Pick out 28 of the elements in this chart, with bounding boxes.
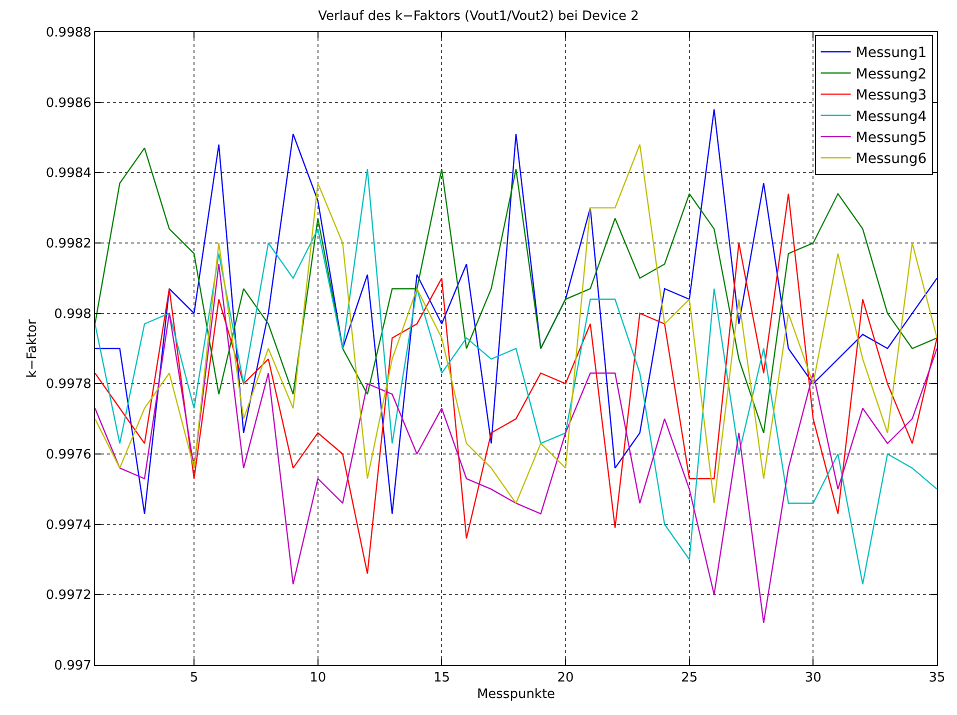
y-tick-label: 0.9982	[46, 236, 92, 252]
x-tick-label: 5	[190, 670, 198, 686]
y-tick-label: 0.9976	[46, 448, 92, 463]
y-tick-label: 0.9974	[46, 518, 92, 533]
x-axis-title: Messpunkte	[476, 687, 556, 702]
y-tick-label: 0.9984	[46, 166, 92, 182]
y-tick-label: 0.997	[54, 658, 92, 674]
legend-label: Messung5	[856, 130, 927, 146]
legend-label: Messung3	[856, 88, 927, 104]
x-tick-label: 30	[804, 670, 822, 686]
line-series	[95, 264, 937, 624]
y-tick-label: 0.9978	[46, 377, 92, 392]
legend-label: Messung2	[856, 66, 927, 82]
y-axis-title: k−Faktor	[24, 318, 40, 378]
y-tick-label: 0.998	[54, 306, 92, 322]
chart-title: Verlauf des k−Faktors (Vout1/Vout2) bei Device 2	[318, 8, 639, 24]
x-tick-label: 35	[928, 670, 946, 686]
x-tick-label: 20	[557, 670, 574, 686]
legend-label: Messung4	[856, 108, 927, 125]
y-tick-label: 0.9986	[46, 96, 92, 111]
line-series	[95, 147, 937, 434]
y-tick-label: 0.9988	[46, 26, 92, 41]
x-tick-label: 15	[433, 670, 450, 686]
legend-label: Messung1	[856, 45, 927, 62]
x-tick-label: 25	[681, 670, 698, 686]
y-tick-label: 0.9972	[46, 588, 92, 604]
x-tick-label: 10	[310, 670, 326, 686]
legend-label: Messung6	[856, 151, 927, 168]
